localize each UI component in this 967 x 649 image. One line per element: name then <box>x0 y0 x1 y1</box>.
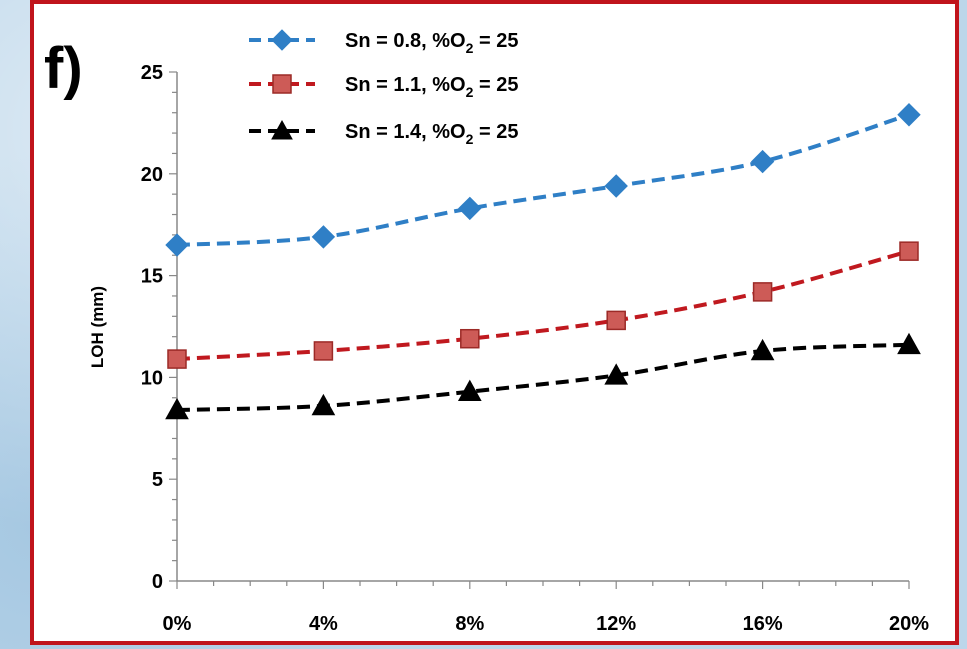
x-tick-label: 20% <box>889 613 929 635</box>
legend-label: Sn = 1.4, %O2 = 25 <box>345 121 518 147</box>
legend-marker-diamond <box>271 29 293 51</box>
legend-label-subscript: 2 <box>466 84 474 100</box>
y-tick-label: 5 <box>152 469 163 491</box>
legend-label-suffix: = 25 <box>473 74 518 96</box>
series-line <box>176 342 910 412</box>
y-tick-label: 25 <box>141 62 163 84</box>
legend-label-prefix: Sn = 1.1, %O <box>345 74 466 96</box>
x-tick-label: 8% <box>455 613 484 635</box>
data-point-diamond <box>604 174 628 198</box>
data-point-square <box>460 328 480 349</box>
data-point-square <box>313 341 334 361</box>
data-point-square <box>899 241 919 261</box>
data-point-square <box>606 310 626 331</box>
data-point-triangle <box>604 363 629 385</box>
panel-label: f) <box>44 36 83 101</box>
legend-label: Sn = 1.1, %O2 = 25 <box>345 74 518 100</box>
x-tick-label: 12% <box>596 613 636 635</box>
legend-marker-square <box>272 74 292 94</box>
legend-label: Sn = 0.8, %O2 = 25 <box>345 30 518 56</box>
legend-marker-triangle <box>271 119 293 140</box>
data-point-triangle <box>897 332 921 355</box>
data-point-diamond <box>897 103 921 127</box>
series-line <box>176 112 910 248</box>
series-layer <box>165 103 921 420</box>
y-tick-label: 20 <box>141 164 163 186</box>
y-tick-label: 15 <box>141 266 163 288</box>
data-point-diamond <box>458 196 482 221</box>
data-point-triangle <box>165 397 189 420</box>
data-point-triangle <box>457 379 482 401</box>
chart-frame <box>30 0 959 645</box>
axes: 0 5 10 15 20 25 0% 4% 8% 12% 16% 20% LOH (mm) <box>88 62 929 635</box>
data-point-diamond <box>750 149 775 174</box>
legend-label-suffix: = 25 <box>473 121 518 143</box>
legend-label-subscript: 2 <box>466 131 474 147</box>
legend-label-prefix: Sn = 1.4, %O <box>345 121 466 143</box>
data-point-square <box>752 282 773 302</box>
data-point-diamond <box>165 233 189 257</box>
legend-label-subscript: 2 <box>466 40 474 56</box>
x-tick-label: 0% <box>163 613 192 635</box>
data-point-square <box>167 349 187 369</box>
y-tick-label: 0 <box>152 571 163 593</box>
y-tick-label: 10 <box>141 367 163 389</box>
series-line <box>176 249 910 362</box>
data-point-triangle <box>311 393 336 416</box>
y-axis-title: LOH (mm) <box>88 286 107 368</box>
x-tick-label: 16% <box>743 613 783 635</box>
data-point-triangle <box>750 338 775 361</box>
legend-label-prefix: Sn = 0.8, %O <box>345 30 466 52</box>
data-point-diamond <box>311 225 336 249</box>
legend-label-suffix: = 25 <box>473 30 518 52</box>
x-tick-label: 4% <box>309 613 338 635</box>
